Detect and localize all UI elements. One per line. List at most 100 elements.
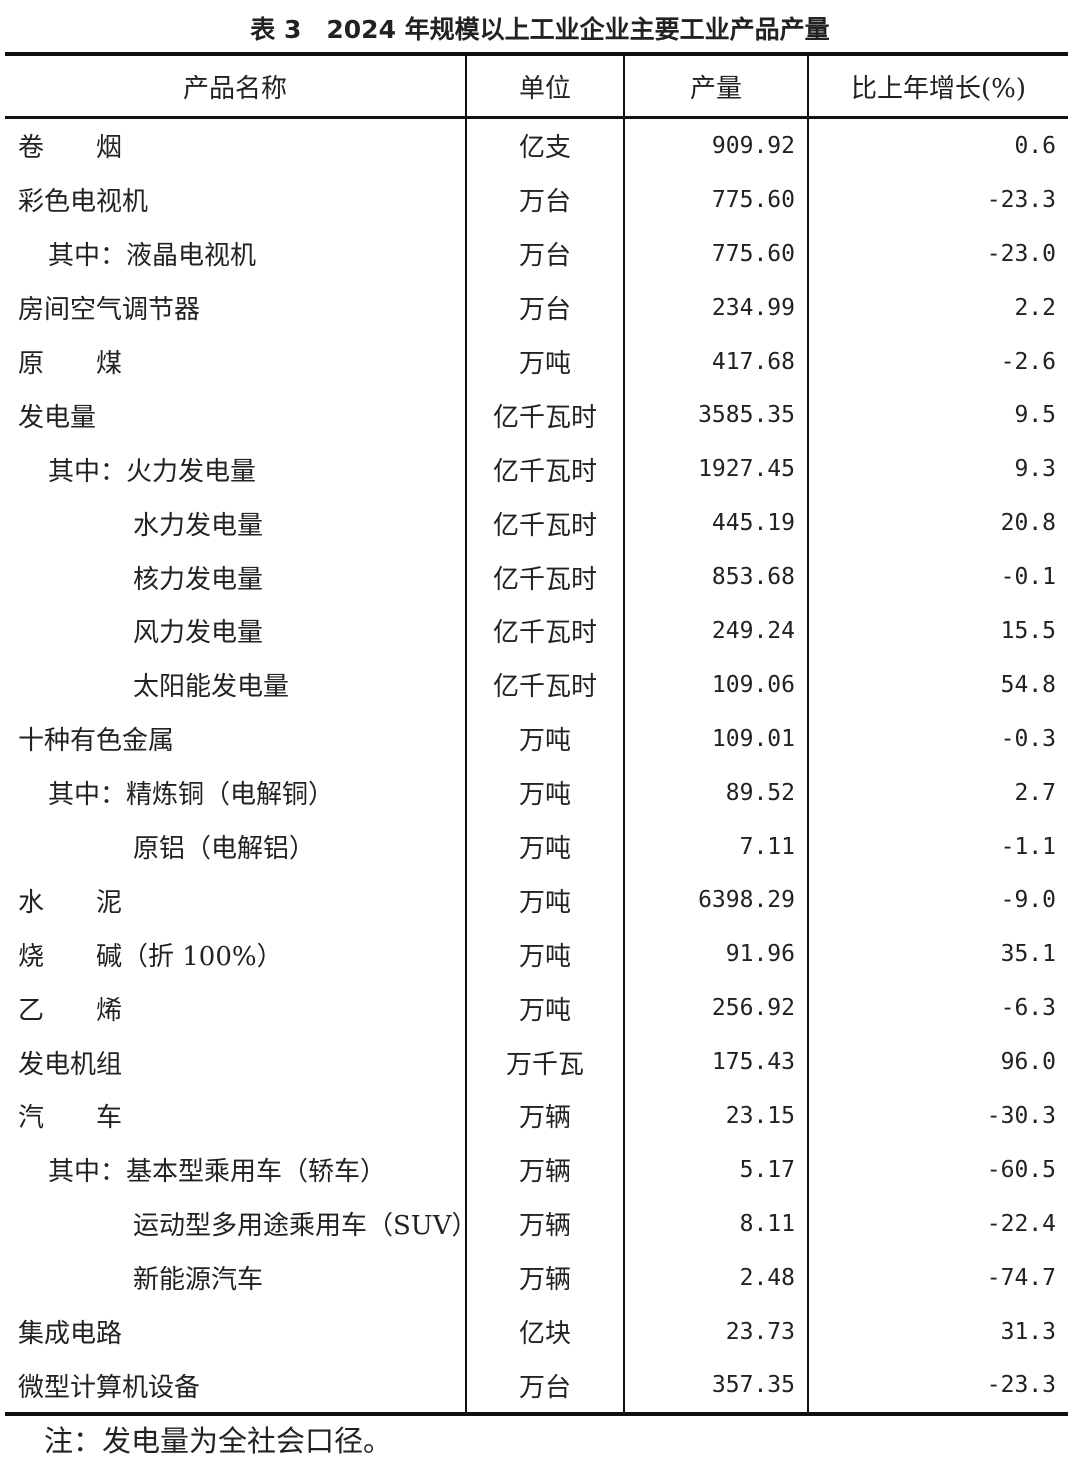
output-value: 775.60	[623, 226, 808, 281]
product-name: 其中：液晶电视机	[48, 241, 257, 272]
table-row: 太阳能发电量 亿千瓦时 109.06 54.8	[5, 657, 1068, 712]
product-name: 彩色电视机	[18, 187, 149, 218]
growth-value: 0.6	[807, 117, 1068, 173]
unit: 亿块	[465, 1304, 624, 1359]
growth-value: 20.8	[807, 496, 1068, 551]
output-value: 23.73	[623, 1304, 808, 1359]
unit: 万台	[465, 172, 624, 227]
table-row: 核力发电量 亿千瓦时 853.68 -0.1	[5, 550, 1068, 605]
growth-value: 54.8	[807, 657, 1068, 712]
table-row: 烧 碱（折 100%） 万吨 91.96 35.1	[5, 927, 1068, 982]
output-value: 23.15	[623, 1089, 808, 1143]
table-row: 彩色电视机 万台 775.60 -23.3	[5, 172, 1068, 227]
unit: 亿千瓦时	[465, 388, 624, 443]
table-row: 其中：基本型乘用车（轿车） 万辆 5.17 -60.5	[5, 1142, 1068, 1197]
table-row: 房间空气调节器 万台 234.99 2.2	[5, 280, 1068, 335]
output-value: 909.92	[623, 117, 808, 173]
unit: 万辆	[465, 1196, 624, 1251]
product-name: 乙 烯	[18, 995, 123, 1026]
growth-value: 2.2	[807, 280, 1068, 335]
product-name: 核力发电量	[133, 564, 264, 595]
product-name: 原 煤	[18, 349, 123, 379]
table-row: 水 泥 万吨 6398.29 -9.0	[5, 873, 1068, 928]
product-name: 运动型多用途乘用车（SUV）	[133, 1211, 478, 1242]
output-value: 417.68	[623, 334, 808, 389]
table-row: 原 煤 万吨 417.68 -2.6	[5, 334, 1068, 389]
table-row: 其中：液晶电视机 万台 775.60 -23.0	[5, 226, 1068, 281]
growth-value: -23.3	[807, 1358, 1068, 1415]
output-value: 853.68	[623, 550, 808, 605]
output-value: 109.01	[623, 711, 808, 766]
unit: 万吨	[465, 981, 624, 1036]
table-row: 原铝（电解铝） 万吨 7.11 -1.1	[5, 819, 1068, 874]
table-title: 表 3 2024 年规模以上工业企业主要工业产品产量	[250, 15, 830, 44]
table-row: 十种有色金属 万吨 109.01 -0.3	[5, 711, 1068, 766]
growth-value: -0.3	[807, 711, 1068, 766]
growth-value: 2.7	[807, 765, 1068, 820]
unit: 亿千瓦时	[465, 550, 624, 605]
table-row: 微型计算机设备 万台 357.35 -23.3	[5, 1358, 1068, 1415]
table-row: 卷 烟 亿支 909.92 0.6	[5, 117, 1068, 173]
table-row: 其中：精炼铜（电解铜） 万吨 89.52 2.7	[5, 765, 1068, 820]
growth-value: -23.3	[807, 172, 1068, 227]
product-name: 风力发电量	[133, 618, 264, 649]
unit: 万辆	[465, 1250, 624, 1305]
product-name: 汽 车	[18, 1103, 123, 1134]
output-value: 175.43	[623, 1035, 808, 1090]
growth-value: 31.3	[807, 1304, 1068, 1359]
product-name: 卷 烟	[18, 133, 123, 164]
growth-value: -9.0	[807, 873, 1068, 928]
header-output: 产量	[623, 54, 808, 119]
growth-value: -23.0	[807, 226, 1068, 281]
product-name: 房间空气调节器	[18, 295, 201, 326]
product-name: 太阳能发电量	[133, 672, 290, 703]
output-value: 8.11	[623, 1196, 808, 1251]
table-row: 发电量 亿千瓦时 3585.35 9.5	[5, 388, 1068, 443]
unit: 亿支	[465, 117, 624, 173]
product-name: 水力发电量	[133, 510, 264, 541]
unit: 万台	[465, 226, 624, 281]
unit: 万吨	[465, 765, 624, 820]
product-name: 水 泥	[18, 887, 123, 918]
product-name: 发电量	[18, 402, 97, 433]
output-value: 7.11	[623, 819, 808, 874]
unit: 万吨	[465, 873, 624, 928]
table-row: 新能源汽车 万辆 2.48 -74.7	[5, 1250, 1068, 1305]
product-name: 发电机组	[18, 1049, 123, 1080]
unit: 亿千瓦时	[465, 604, 624, 658]
unit: 万辆	[465, 1089, 624, 1143]
output-value: 357.35	[623, 1358, 808, 1415]
product-name: 十种有色金属	[18, 726, 175, 757]
unit: 万吨	[465, 711, 624, 766]
product-output-table: 产品名称 单位 产量 比上年增长(%) 卷 烟亿支 909.92 0.6 彩色电视机万…	[5, 52, 1068, 1417]
output-value: 249.24	[623, 604, 808, 658]
unit: 亿千瓦时	[465, 657, 624, 712]
product-name: 烧 碱（折 100%）	[18, 941, 283, 972]
output-value: 5.17	[623, 1142, 808, 1197]
growth-value: -30.3	[807, 1089, 1068, 1143]
output-value: 2.48	[623, 1250, 808, 1305]
table-body: 卷 烟亿支 909.92 0.6 彩色电视机 万台 775.60 -23.3 其中：液晶电视机…	[5, 117, 1068, 1415]
header-product-name: 产品名称	[5, 54, 466, 119]
output-value: 445.19	[623, 496, 808, 551]
unit: 万吨	[465, 927, 624, 982]
growth-value: -74.7	[807, 1250, 1068, 1305]
unit: 万千瓦	[465, 1035, 624, 1090]
growth-value: 9.5	[807, 388, 1068, 443]
growth-value: -2.6	[807, 334, 1068, 389]
growth-value: -22.4	[807, 1196, 1068, 1251]
table-row: 其中：火力发电量 亿千瓦时 1927.45 9.3	[5, 442, 1068, 497]
unit: 万吨	[465, 334, 624, 389]
output-value: 775.60	[623, 172, 808, 227]
product-name: 原铝（电解铝）	[133, 834, 316, 865]
growth-value: -6.3	[807, 981, 1068, 1036]
product-name: 其中：火力发电量	[48, 456, 257, 487]
growth-value: -0.1	[807, 550, 1068, 605]
growth-value: -1.1	[807, 819, 1068, 874]
header-row: 产品名称 单位 产量 比上年增长(%)	[5, 54, 1068, 119]
output-value: 234.99	[623, 280, 808, 335]
unit: 万台	[465, 1358, 624, 1415]
output-value: 6398.29	[623, 873, 808, 928]
growth-value: 9.3	[807, 442, 1068, 497]
unit: 万辆	[465, 1142, 624, 1197]
